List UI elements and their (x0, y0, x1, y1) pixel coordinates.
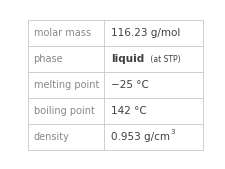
Text: −25 °C: −25 °C (111, 80, 149, 90)
Text: melting point: melting point (33, 80, 99, 90)
Text: boiling point: boiling point (33, 106, 94, 116)
Text: 0.953 g/cm: 0.953 g/cm (111, 132, 170, 142)
Text: liquid: liquid (111, 54, 144, 64)
Text: 142 °C: 142 °C (111, 106, 146, 116)
Text: (at STP): (at STP) (147, 55, 180, 64)
Text: 116.23 g/mol: 116.23 g/mol (111, 28, 180, 38)
Text: molar mass: molar mass (33, 28, 90, 38)
Text: density: density (33, 132, 69, 142)
Text: 3: 3 (170, 129, 174, 135)
Text: phase: phase (33, 54, 63, 64)
